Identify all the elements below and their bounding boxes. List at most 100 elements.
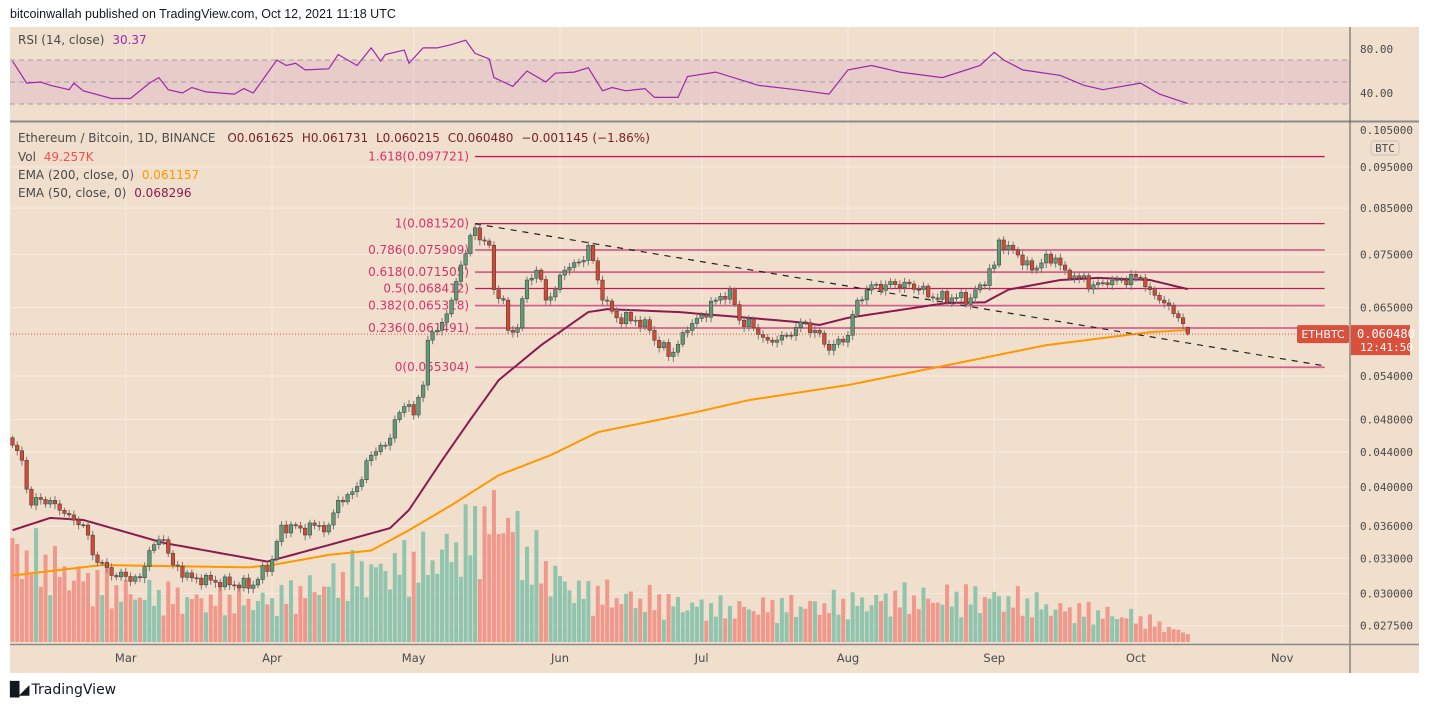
candle-body	[175, 564, 180, 567]
candle	[425, 335, 430, 391]
volume-bar	[727, 605, 732, 642]
candle-body	[340, 500, 345, 503]
volume-bar	[204, 612, 209, 642]
currency-button[interactable]: BTC	[1370, 140, 1400, 156]
candle	[624, 308, 629, 328]
candle-body	[694, 318, 699, 324]
candle	[515, 323, 520, 338]
volume-bar	[104, 566, 109, 642]
candle-body	[874, 283, 879, 286]
volume-bar	[260, 592, 265, 642]
volume-bar	[685, 610, 690, 642]
candle-body	[1162, 299, 1167, 304]
candle	[369, 450, 374, 466]
candle	[454, 278, 459, 305]
volume-bar	[213, 605, 218, 642]
volume-bar	[883, 593, 888, 642]
volume-bar	[317, 594, 322, 642]
volume-bar	[642, 612, 647, 642]
candle	[57, 499, 62, 516]
candle	[591, 242, 596, 264]
candle-body	[647, 319, 652, 331]
candle-body	[491, 244, 496, 290]
candle-body	[675, 343, 681, 353]
candle	[43, 496, 48, 508]
candle-body	[529, 278, 534, 281]
candle	[430, 328, 435, 345]
last-price-value: 0.060480	[1357, 327, 1415, 341]
candle	[798, 318, 803, 333]
volume-bar	[1011, 607, 1016, 642]
volume-bar	[293, 613, 298, 642]
volume-bar	[1185, 634, 1190, 642]
candle	[38, 493, 43, 505]
candle	[279, 521, 284, 547]
volume-bar	[808, 600, 813, 642]
volume-bar	[576, 580, 581, 642]
volume-bar	[704, 620, 709, 642]
price-tick-label: 0.095000	[1360, 161, 1413, 174]
candle-body	[850, 314, 855, 336]
candle	[1039, 258, 1044, 274]
volume-bar	[515, 510, 520, 642]
candle	[883, 280, 888, 296]
volume-bar	[742, 606, 747, 642]
candle-body	[109, 567, 114, 576]
candle	[803, 319, 808, 326]
volume-bar	[463, 504, 468, 642]
candle	[175, 560, 180, 572]
candle	[770, 337, 775, 346]
close-value: C0.060480	[447, 131, 514, 145]
candle	[850, 310, 855, 341]
candle	[808, 318, 813, 338]
tradingview-logo[interactable]: ▉◢ TradingView	[10, 682, 116, 698]
candle	[1015, 247, 1020, 259]
candle	[543, 275, 548, 305]
candle-body	[633, 319, 638, 322]
candle-body	[1110, 279, 1115, 286]
volume-bar	[137, 597, 142, 642]
volume-bar	[699, 599, 704, 642]
candle	[921, 282, 926, 295]
candle-body	[288, 524, 294, 534]
volume-bar	[869, 605, 874, 642]
candle	[1053, 254, 1058, 268]
currency-button-label: BTC	[1375, 142, 1395, 155]
candle-body	[444, 313, 449, 323]
candle-body	[1166, 302, 1171, 306]
volume-bar	[614, 598, 619, 642]
symbol-title[interactable]: Ethereum / Bitcoin, 1D, BINANCE	[18, 131, 216, 145]
candle-body	[562, 269, 567, 276]
candle	[553, 286, 558, 302]
volume-bar	[595, 585, 600, 642]
candle-body	[454, 281, 459, 301]
candle-body	[119, 571, 124, 578]
volume-bar	[746, 609, 751, 642]
price-tick-label: 0.085000	[1360, 202, 1413, 215]
candle-body	[1006, 244, 1011, 250]
candle	[1063, 261, 1068, 275]
volume-bar	[694, 606, 699, 642]
candle-body	[968, 297, 973, 305]
candle-body	[307, 522, 312, 536]
volume-bar	[496, 534, 501, 642]
candle-body	[591, 244, 596, 261]
candle	[727, 285, 732, 304]
volume-bar	[458, 576, 463, 642]
candle	[666, 338, 671, 361]
candle	[978, 282, 983, 294]
candle-body	[878, 283, 884, 291]
candle-body	[170, 552, 176, 566]
candle	[185, 569, 190, 581]
volume-bar	[912, 595, 917, 642]
candle-body	[680, 332, 685, 345]
volume-bar	[440, 549, 445, 642]
candle-body	[411, 404, 416, 416]
candle-body	[161, 539, 166, 541]
candle-body	[982, 284, 987, 287]
candle-body	[19, 450, 24, 461]
candle	[189, 569, 194, 582]
candle	[307, 519, 312, 539]
candle	[1133, 270, 1138, 282]
